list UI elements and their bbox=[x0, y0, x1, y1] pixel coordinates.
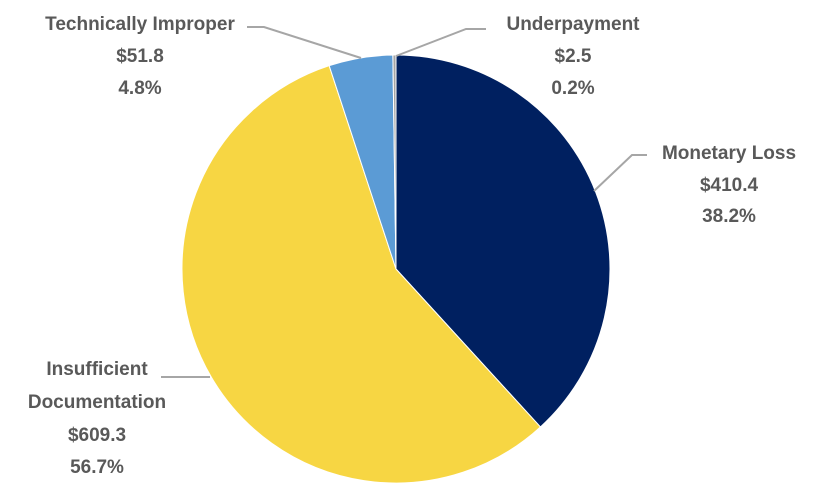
label-underpayment-value: $2.5 bbox=[555, 46, 592, 67]
label-underpayment: Underpayment $2.5 0.2% bbox=[395, 14, 640, 99]
label-monetary-loss: Monetary Loss $410.4 38.2% bbox=[593, 143, 796, 227]
pie-slice-insufficient-documentation bbox=[181, 65, 542, 483]
label-insufficient-documentation: Insufficient Documentation $609.3 56.7% bbox=[28, 359, 210, 478]
pie-slices bbox=[181, 54, 611, 483]
label-technically-improper-percent: 4.8% bbox=[118, 78, 161, 99]
label-technically-improper-name: Technically Improper bbox=[45, 14, 235, 35]
label-monetary-loss-percent: 38.2% bbox=[702, 206, 756, 227]
label-technically-improper: Technically Improper $51.8 4.8% bbox=[45, 14, 362, 99]
label-insufficient-documentation-line1: Insufficient bbox=[46, 359, 148, 380]
label-insufficient-documentation-percent: 56.7% bbox=[70, 457, 124, 478]
leader-line-monetary-loss bbox=[593, 154, 647, 192]
leader-line-technically-improper bbox=[247, 26, 362, 59]
label-monetary-loss-value: $410.4 bbox=[700, 175, 759, 196]
pie-slice-monetary-loss bbox=[395, 54, 611, 428]
label-monetary-loss-name: Monetary Loss bbox=[662, 143, 796, 164]
label-insufficient-documentation-value: $609.3 bbox=[68, 425, 126, 446]
label-underpayment-percent: 0.2% bbox=[551, 78, 594, 99]
leader-line-underpayment bbox=[395, 28, 486, 57]
label-insufficient-documentation-line2: Documentation bbox=[28, 392, 166, 413]
label-underpayment-name: Underpayment bbox=[506, 14, 640, 35]
label-technically-improper-value: $51.8 bbox=[116, 46, 164, 67]
